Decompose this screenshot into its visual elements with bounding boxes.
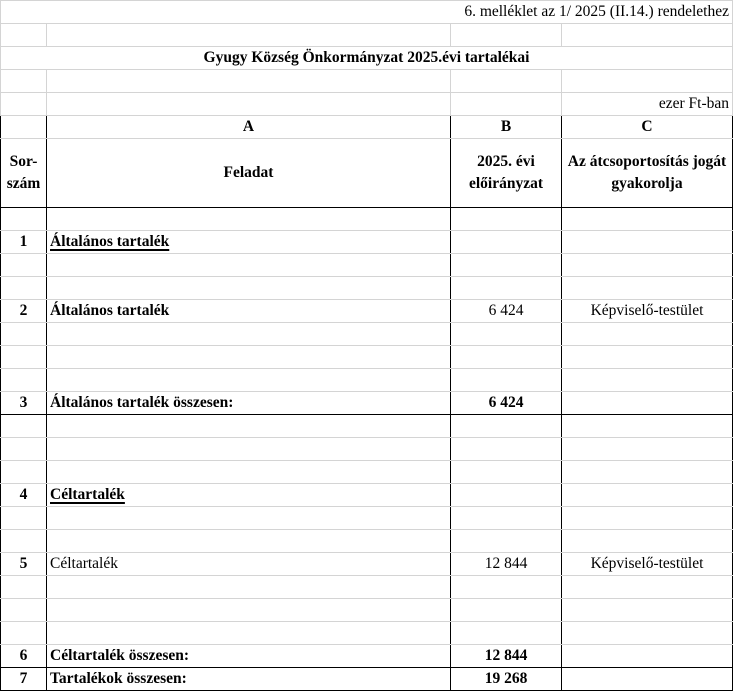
row-task: Tartalékok összesen: (46, 667, 451, 691)
row-task: Általános tartalék összesen: (46, 391, 451, 415)
row-amount (450, 230, 562, 254)
table-row: 3 Általános tartalék összesen: 6 424 (0, 391, 733, 415)
row-authority: Képviselő-testület (561, 552, 733, 576)
header-task: Feladat (46, 138, 451, 208)
col-letter-b: B (450, 115, 562, 139)
unit-label: ezer Ft-ban (561, 92, 733, 116)
table-row: 5 Céltartalék 12 844 Képviselő-testület (0, 552, 733, 576)
row-amount: 6 424 (450, 299, 562, 323)
row-num: 2 (0, 299, 47, 323)
row-authority (561, 483, 733, 507)
table-row: 6 Céltartalék összesen: 12 844 (0, 644, 733, 668)
row-num: 7 (0, 667, 47, 691)
header-amount: 2025. évi előirányzat (450, 138, 562, 208)
row-num: 4 (0, 483, 47, 507)
row-authority (561, 230, 733, 254)
row-authority (561, 391, 733, 415)
row-num: 6 (0, 644, 47, 668)
row-num: 3 (0, 391, 47, 415)
row-task: Céltartalék összesen: (46, 644, 451, 668)
row-task: Céltartalék (50, 486, 125, 503)
row-task: Általános tartalék (46, 299, 451, 323)
row-authority: Képviselő-testület (561, 299, 733, 323)
row-amount: 12 844 (450, 552, 562, 576)
table-row: 1 Általános tartalék (0, 230, 733, 254)
table-row: 7 Tartalékok összesen: 19 268 (0, 667, 733, 691)
row-authority (561, 644, 733, 668)
header-authority: Az átcsoportosítás jogát gyakorolja (561, 138, 733, 208)
col-letter-a: A (46, 115, 451, 139)
row-authority (561, 667, 733, 691)
row-num: 5 (0, 552, 47, 576)
annex-note: 6. melléklet az 1/ 2025 (II.14.) rendele… (0, 0, 733, 24)
header-num: Sor-szám (0, 138, 47, 208)
table-row: 2 Általános tartalék 6 424 Képviselő-testül… (0, 299, 733, 323)
row-task: Általános tartalék (50, 233, 170, 250)
row-amount: 12 844 (450, 644, 562, 668)
table-row: 4 Céltartalék (0, 483, 733, 507)
page-title: Gyugy Község Önkormányzat 2025.évi tarta… (0, 46, 733, 70)
row-amount: 19 268 (450, 667, 562, 691)
row-num: 1 (0, 230, 47, 254)
row-amount (450, 483, 562, 507)
row-task: Céltartalék (46, 552, 451, 576)
row-amount: 6 424 (450, 391, 562, 415)
col-letter-c: C (561, 115, 733, 139)
